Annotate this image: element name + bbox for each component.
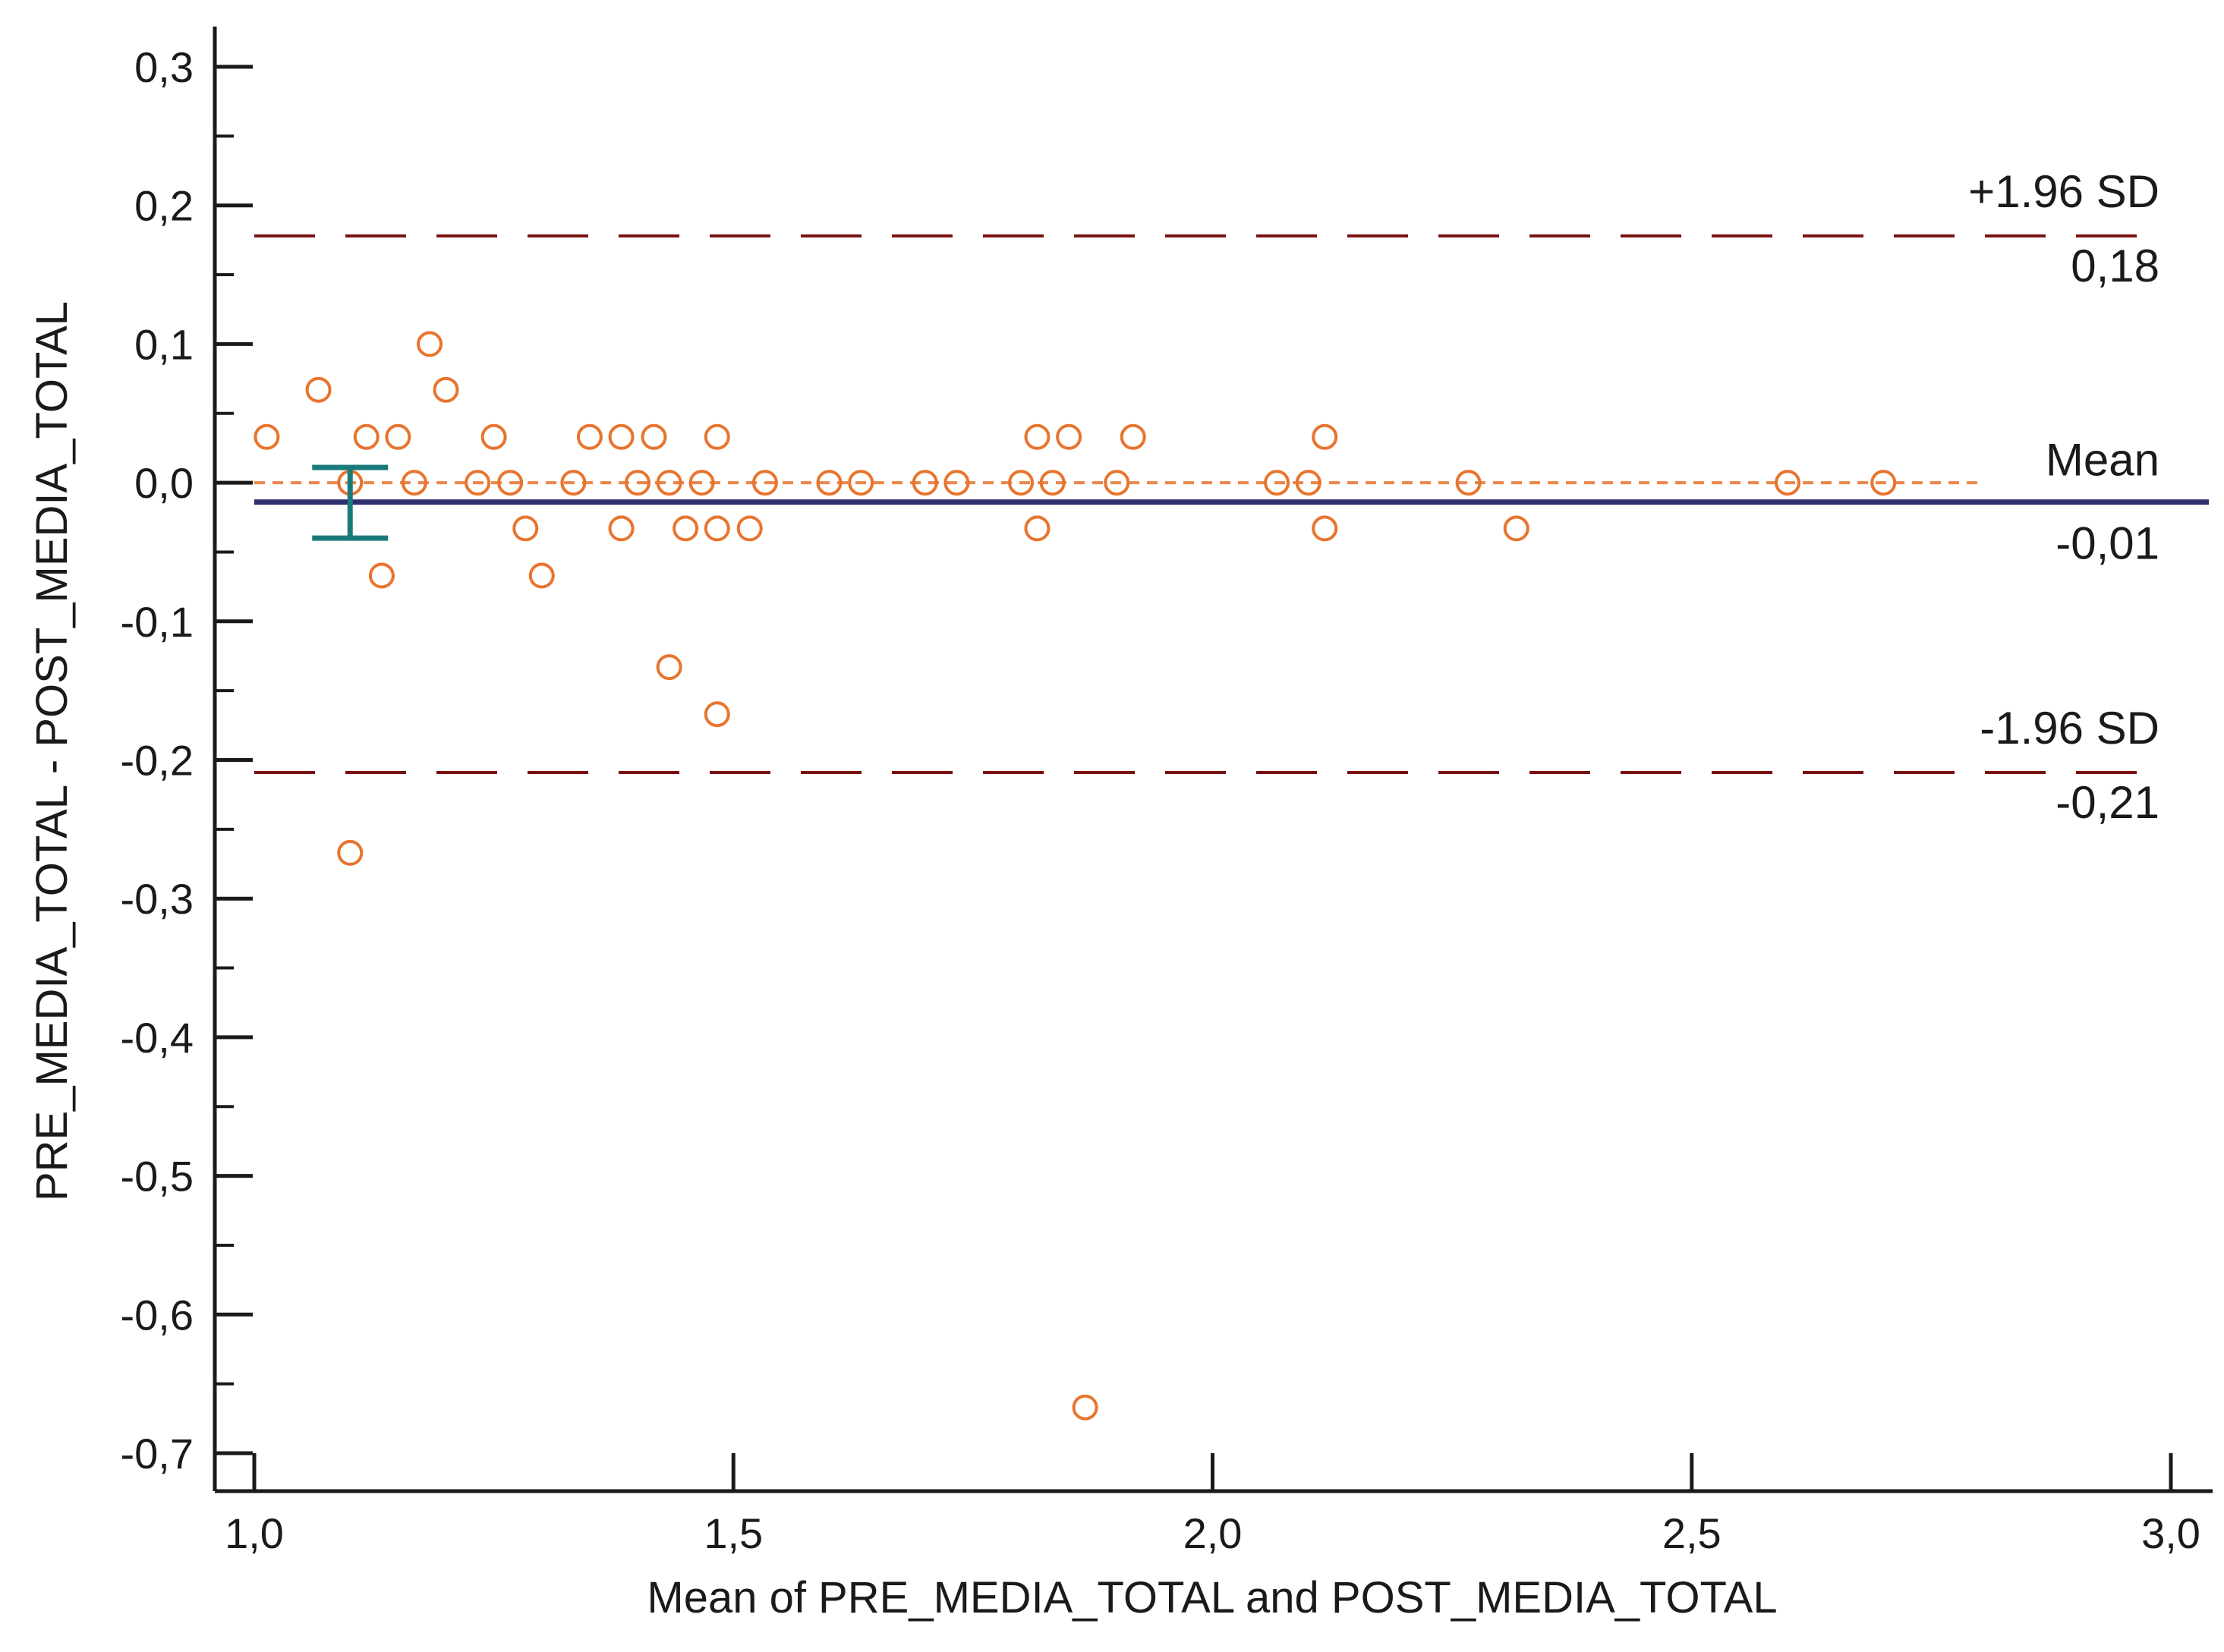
y-tick-label: -0,1 — [121, 598, 194, 646]
data-point — [688, 470, 715, 496]
data-point — [704, 423, 730, 450]
data-point — [751, 470, 778, 496]
data-points — [254, 331, 1897, 1421]
x-tick-label: 3,0 — [2141, 1509, 2200, 1557]
y-tick-label: 0,3 — [134, 43, 194, 91]
data-point — [465, 470, 491, 496]
data-point — [560, 470, 587, 496]
y-tick-label: -0,3 — [121, 875, 194, 923]
data-point — [368, 562, 395, 589]
x-tick-label: 1,5 — [704, 1509, 763, 1557]
data-point — [1312, 423, 1338, 450]
data-point — [943, 470, 970, 496]
data-point — [337, 839, 364, 866]
data-point — [512, 515, 539, 542]
data-point — [736, 515, 763, 542]
x-tick-label: 2,0 — [1183, 1509, 1243, 1557]
data-point — [848, 470, 874, 496]
lower-limit-label: -1.96 SD — [1980, 703, 2159, 754]
y-axis-title: PRE_MEDIA_TOTAL - POST_MEDIA_TOTAL — [27, 301, 77, 1201]
x-tick-label: 2,5 — [1662, 1509, 1722, 1557]
x-axis-title: Mean of PRE_MEDIA_TOTAL and POST_MEDIA_T… — [647, 1573, 1777, 1622]
mean-label: Mean — [2046, 435, 2159, 486]
data-point — [576, 423, 603, 450]
x-axis-ticks: 1,0 1,5 2,0 2,5 3,0 — [225, 1453, 2200, 1557]
data-point — [641, 423, 667, 450]
y-tick-label: 0,2 — [134, 182, 194, 230]
data-point — [816, 470, 843, 496]
y-tick-label: -0,6 — [121, 1291, 194, 1339]
data-point — [1295, 470, 1321, 496]
y-tick-label: -0,2 — [121, 737, 194, 785]
mean-confidence-interval — [312, 464, 389, 541]
data-point — [1039, 470, 1066, 496]
data-point — [1056, 423, 1082, 450]
data-point — [254, 423, 280, 450]
upper-limit-value: 0,18 — [2071, 241, 2159, 291]
data-point — [401, 470, 427, 496]
data-point — [1775, 470, 1800, 496]
x-tick-label: 1,0 — [225, 1509, 284, 1557]
axes — [213, 27, 2213, 1493]
data-point — [417, 331, 443, 357]
data-point — [528, 562, 555, 589]
upper-limit-label: +1.96 SD — [1968, 166, 2159, 217]
data-point — [305, 376, 332, 403]
data-point — [1312, 515, 1338, 542]
data-point — [625, 470, 651, 496]
reference-lines — [254, 234, 2209, 774]
data-point — [1120, 423, 1146, 450]
data-point — [480, 423, 507, 450]
data-point — [1870, 470, 1897, 496]
data-point — [608, 515, 635, 542]
data-point — [1455, 470, 1482, 496]
y-tick-label: -0,7 — [121, 1430, 194, 1477]
data-point — [1072, 1394, 1098, 1421]
data-point — [673, 515, 699, 542]
data-point — [353, 423, 380, 450]
data-point — [704, 701, 730, 728]
data-point — [433, 376, 459, 403]
mean-value: -0,01 — [2055, 518, 2159, 569]
data-point — [497, 470, 524, 496]
data-point — [704, 515, 730, 542]
data-point — [1008, 470, 1034, 496]
data-point — [656, 470, 682, 496]
data-point — [1024, 515, 1051, 542]
data-point — [1264, 470, 1290, 496]
y-tick-label: -0,5 — [121, 1153, 194, 1200]
lower-limit-value: -0,21 — [2055, 777, 2159, 828]
data-point — [608, 423, 635, 450]
data-point — [1024, 423, 1051, 450]
data-point — [1104, 470, 1130, 496]
y-axis-ticks: 0,3 0,2 0,1 0,0 -0,1 -0,2 -0,3 -0,4 -0,5 -0,6 -0,7 — [121, 43, 253, 1477]
data-point — [1503, 515, 1529, 542]
y-tick-label: 0,0 — [134, 459, 194, 507]
data-point — [912, 470, 938, 496]
y-tick-label: 0,1 — [134, 320, 194, 368]
y-tick-label: -0,4 — [121, 1014, 194, 1062]
data-point — [385, 423, 411, 450]
data-point — [656, 654, 682, 681]
